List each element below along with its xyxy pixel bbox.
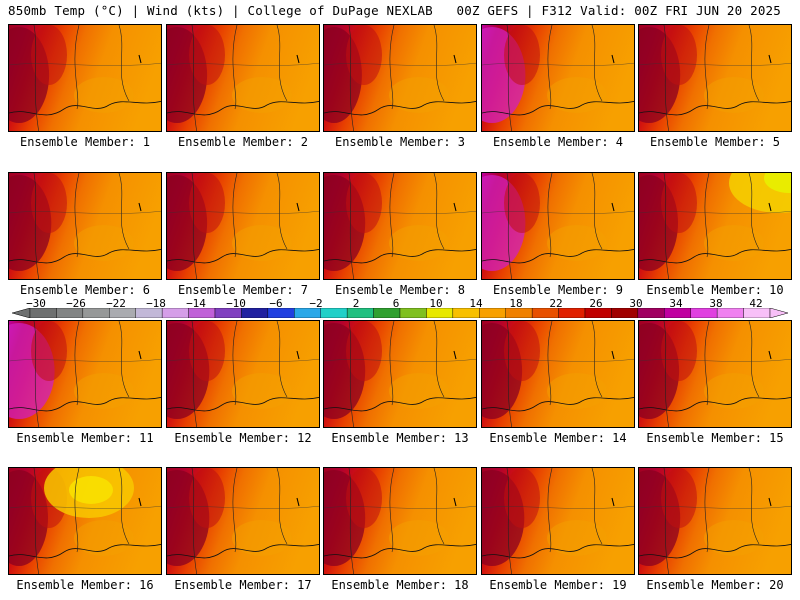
colorbar-tick-label: 18	[509, 297, 523, 310]
ensemble-panel: Ensemble Member: 3	[323, 24, 477, 149]
ensemble-panel: Ensemble Member: 13	[323, 320, 477, 445]
chart-title: 850mb Temp (°C) | Wind (kts) | College o…	[8, 3, 433, 18]
temperature-map	[323, 320, 477, 428]
member-label: Ensemble Member: 10	[646, 283, 784, 297]
temperature-map	[638, 172, 792, 280]
temperature-map	[166, 172, 320, 280]
ensemble-panel: Ensemble Member: 6	[8, 172, 162, 297]
colorbar-tick-label: 38	[709, 297, 723, 310]
colorbar-tick-label: 34	[669, 297, 683, 310]
temperature-map	[8, 172, 162, 280]
member-label: Ensemble Member: 20	[646, 578, 784, 592]
ensemble-panel: Ensemble Member: 19	[481, 467, 635, 592]
colorbar-tick-label: −22	[106, 297, 126, 310]
temperature-map	[166, 320, 320, 428]
ensemble-panel: Ensemble Member: 9	[481, 172, 635, 297]
temperature-map	[323, 467, 477, 575]
colorbar-swatch	[346, 308, 374, 318]
ensemble-panel: Ensemble Member: 20	[638, 467, 792, 592]
colorbar-swatches	[11, 308, 789, 318]
colorbar-tick-label: −2	[309, 297, 323, 310]
ensemble-panel: Ensemble Member: 11	[8, 320, 162, 445]
colorbar-swatch	[479, 308, 506, 318]
temperature-map	[8, 467, 162, 575]
colorbar-tick-label: 22	[549, 297, 563, 310]
member-label: Ensemble Member: 12	[174, 431, 312, 445]
temperature-map	[323, 172, 477, 280]
member-label: Ensemble Member: 8	[334, 283, 466, 297]
ensemble-panel: Ensemble Member: 12	[166, 320, 320, 445]
temperature-map	[481, 24, 635, 132]
colorbar-tick-label: −6	[269, 297, 283, 310]
member-label: Ensemble Member: 4	[492, 135, 624, 149]
ensemble-panel: Ensemble Member: 15	[638, 320, 792, 445]
colorbar-tick-label: −14	[186, 297, 206, 310]
colorbar-swatch	[399, 308, 427, 318]
colorbar-tick-label: 26	[589, 297, 603, 310]
colorbar-tick-label: −26	[66, 297, 86, 310]
temperature-map	[638, 24, 792, 132]
colorbar-swatch	[161, 308, 189, 318]
member-label: Ensemble Member: 13	[331, 431, 469, 445]
ensemble-panel: Ensemble Member: 5	[638, 24, 792, 149]
temperature-map	[323, 24, 477, 132]
colorbar-tick-label: −18	[146, 297, 166, 310]
ensemble-panel: Ensemble Member: 2	[166, 24, 320, 149]
member-label: Ensemble Member: 1	[19, 135, 151, 149]
ensemble-panel: Ensemble Member: 18	[323, 467, 477, 592]
colorbar-swatch	[320, 308, 348, 318]
temperature-map	[166, 467, 320, 575]
colorbar-tick-label: 42	[749, 297, 763, 310]
ensemble-panel: Ensemble Member: 14	[481, 320, 635, 445]
ensemble-panel: Ensemble Member: 16	[8, 467, 162, 592]
temperature-map	[8, 24, 162, 132]
member-label: Ensemble Member: 9	[492, 283, 624, 297]
member-label: Ensemble Member: 11	[16, 431, 154, 445]
colorbar-tick-label: −10	[226, 297, 246, 310]
member-label: Ensemble Member: 18	[331, 578, 469, 592]
colorbar-tick-label: 10	[429, 297, 443, 310]
member-label: Ensemble Member: 19	[489, 578, 627, 592]
member-label: Ensemble Member: 15	[646, 431, 784, 445]
ensemble-panel: Ensemble Member: 4	[481, 24, 635, 149]
colorbar-tick-label: −30	[26, 297, 46, 310]
member-label: Ensemble Member: 5	[649, 135, 781, 149]
temperature-map	[166, 24, 320, 132]
ensemble-panel: Ensemble Member: 7	[166, 172, 320, 297]
member-label: Ensemble Member: 14	[489, 431, 627, 445]
colorbar-right-arrow	[769, 308, 789, 318]
model-run-info: 00Z GEFS | F312 Valid: 00Z FRI JUN 20 20…	[456, 3, 781, 18]
colorbar-tick-label: 14	[469, 297, 483, 310]
member-label: Ensemble Member: 17	[174, 578, 312, 592]
temperature-map	[8, 320, 162, 428]
temperature-map	[638, 320, 792, 428]
colorbar-tick-label: 6	[392, 297, 400, 310]
ensemble-panel: Ensemble Member: 1	[8, 24, 162, 149]
temperature-map	[638, 467, 792, 575]
member-label: Ensemble Member: 2	[177, 135, 309, 149]
ensemble-panel: Ensemble Member: 10	[638, 172, 792, 297]
temperature-map	[481, 172, 635, 280]
colorbar-tick-label: 30	[629, 297, 643, 310]
temperature-map	[481, 320, 635, 428]
ensemble-panel: Ensemble Member: 17	[166, 467, 320, 592]
member-label: Ensemble Member: 6	[19, 283, 151, 297]
member-label: Ensemble Member: 3	[334, 135, 466, 149]
ensemble-panel: Ensemble Member: 8	[323, 172, 477, 297]
member-label: Ensemble Member: 16	[16, 578, 154, 592]
member-label: Ensemble Member: 7	[177, 283, 309, 297]
temperature-map	[481, 467, 635, 575]
temperature-colorbar: −30 −26 −22 −18 −14 −10 −6 −2 2 6 10 14 18 22 26 30 34 38…	[0, 296, 800, 318]
colorbar-tick-label: 2	[352, 297, 360, 310]
